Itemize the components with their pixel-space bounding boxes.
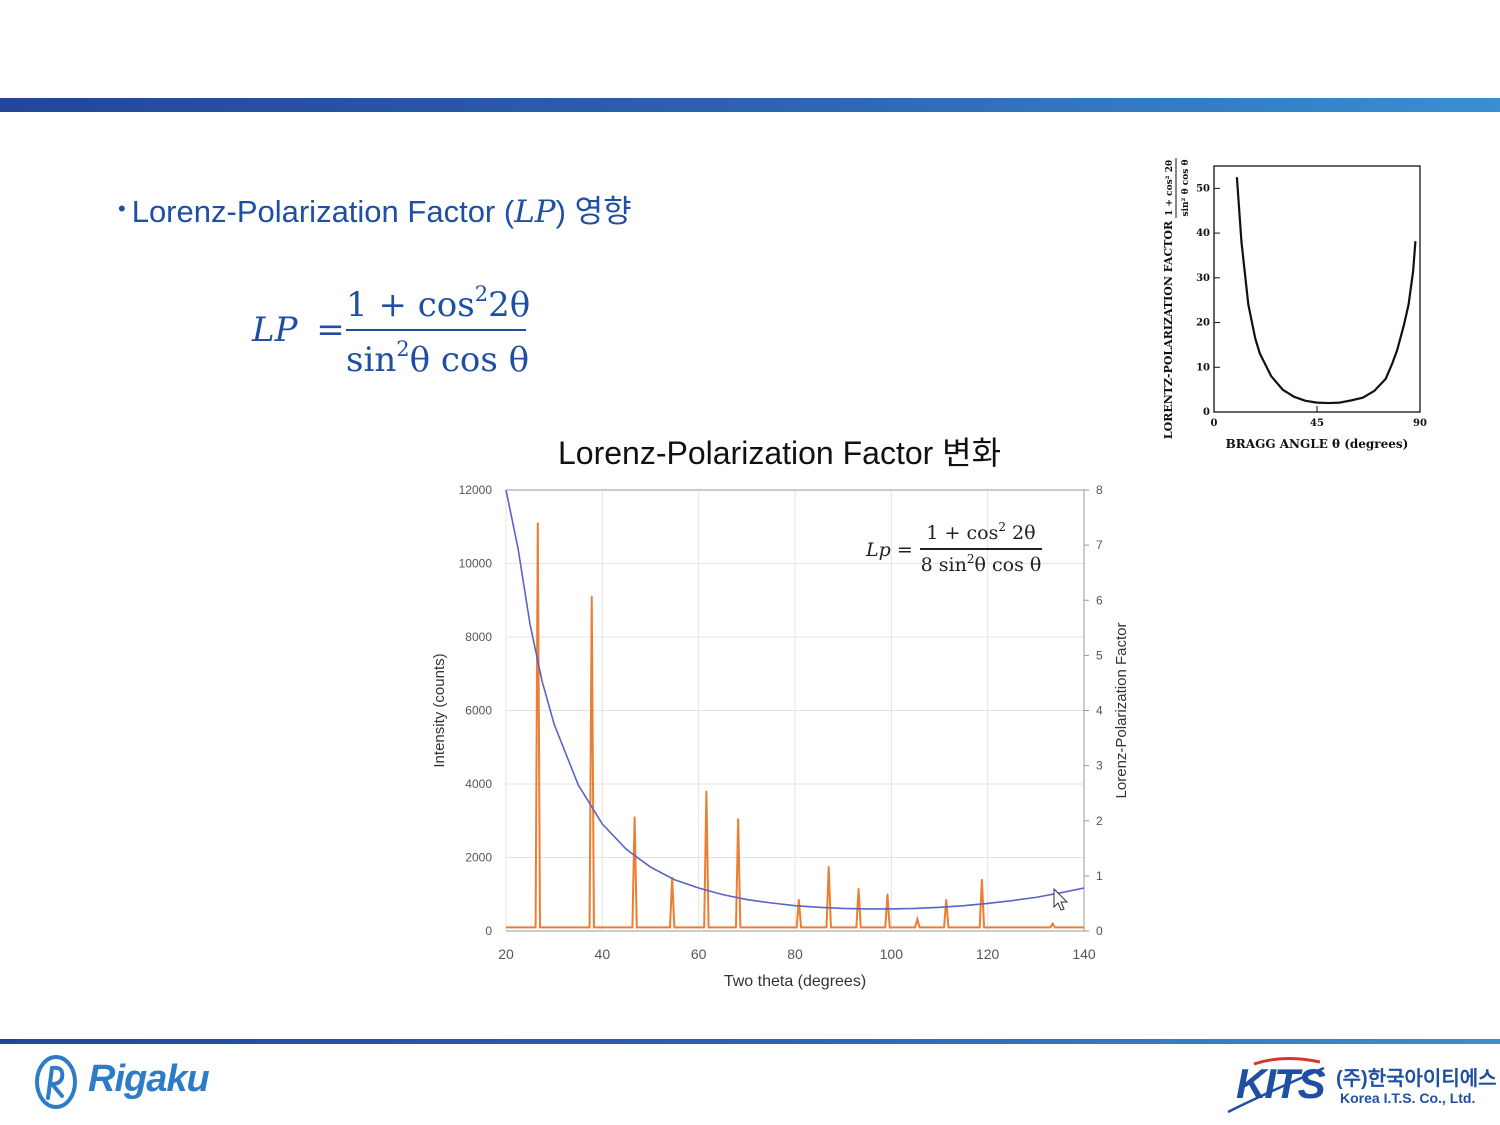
diffraction-peak — [945, 898, 948, 901]
y-tick-label: 0 — [485, 924, 492, 938]
kits-korean-name: (주)한국아이티에스 — [1336, 1068, 1497, 1090]
rigaku-wordmark: Rigaku — [88, 1058, 210, 1100]
top-accent-band — [0, 98, 1500, 112]
formula-numerator: 1 + cos22θ — [346, 282, 531, 325]
kits-wordmark: KITS — [1236, 1060, 1326, 1107]
y2-axis-label: Lorenz-Polarization Factor — [1113, 623, 1130, 799]
rigaku-emblem-icon — [35, 1055, 77, 1109]
mouse-cursor-icon — [1053, 887, 1069, 911]
bullet-dot: • — [118, 196, 126, 221]
y2-tick-label: 5 — [1096, 648, 1103, 662]
y2-tick-label: 2 — [1096, 814, 1103, 828]
kits-swoosh-icon — [1227, 1056, 1325, 1114]
diffraction-peak — [737, 818, 739, 820]
y-tick-label: 6000 — [465, 704, 492, 718]
x-tick-label: 100 — [880, 946, 904, 962]
inset-y-formula-denominator: sin² θ cos θ — [1181, 160, 1191, 217]
x-axis-label: Two theta (degrees) — [724, 973, 866, 990]
diffraction-peak — [705, 790, 708, 793]
inset-x-axis-label: BRAGG ANGLE θ (degrees) — [1226, 437, 1409, 451]
x-tick-label: 80 — [787, 946, 803, 962]
inset-y-tick-label: 20 — [1196, 318, 1210, 329]
diffraction-peak — [798, 898, 800, 901]
diffraction-peak — [633, 816, 636, 818]
x-tick-label: 60 — [691, 946, 707, 962]
inset-x-tick-label: 90 — [1413, 418, 1427, 429]
y2-tick-label: 8 — [1096, 483, 1103, 497]
diffraction-peak — [916, 918, 919, 921]
inset-y-tick-label: 40 — [1196, 228, 1210, 239]
y2-tick-label: 1 — [1096, 869, 1103, 883]
y2-tick-label: 3 — [1096, 759, 1103, 773]
y2-tick-label: 4 — [1096, 704, 1103, 718]
inset-x-tick-label: 45 — [1310, 418, 1324, 429]
inset-y-tick-label: 50 — [1196, 183, 1210, 194]
lp-formula-denominator: 8 sin2θ cos θ — [920, 552, 1042, 576]
x-tick-label: 40 — [595, 946, 611, 962]
x-tick-label: 120 — [976, 946, 1000, 962]
lp-formula-bar — [920, 548, 1042, 550]
bullet-heading: • Lorenz-Polarization Factor (LP) 영향 — [118, 186, 632, 231]
inset-lp-curve — [1235, 177, 1417, 405]
y-axis-label: Intensity (counts) — [431, 653, 448, 767]
y-tick-label: 4000 — [465, 777, 492, 791]
y2-tick-label: 6 — [1096, 593, 1103, 607]
bullet-math: LP — [514, 194, 556, 230]
inset-plot-frame — [1213, 165, 1421, 413]
diffraction-peak — [536, 522, 539, 524]
x-tick-label: 20 — [498, 946, 514, 962]
y2-tick-label: 0 — [1096, 924, 1103, 938]
diffraction-peak — [590, 595, 593, 598]
inset-y-axis-label: LORENTZ-POLARIZATION FACTOR — [1162, 220, 1175, 439]
formula-lhs: LP = — [252, 310, 345, 350]
y-tick-label: 10000 — [459, 557, 493, 571]
chart-title: Lorenz-Polarization Factor 변화 — [558, 435, 1002, 471]
diffraction-peak — [857, 887, 860, 890]
y2-tick-label: 7 — [1096, 538, 1103, 552]
bullet-text: Lorenz-Polarization Factor ( — [131, 194, 515, 229]
y-tick-label: 2000 — [465, 851, 492, 865]
intensity-pattern-line — [506, 523, 1084, 929]
diffraction-peak — [827, 865, 830, 868]
inset-x-tick-label: 0 — [1211, 418, 1218, 429]
lp-factor-curve — [505, 489, 1085, 910]
diffraction-peak — [981, 878, 983, 881]
lp-formula-numerator: 1 + cos2 2θ — [926, 520, 1036, 544]
kits-logo: KITS (주)한국아이티에스 Korea I.T.S. Co., Ltd. — [1224, 1054, 1497, 1116]
formula-fraction-bar — [346, 329, 526, 331]
lp-formula-lhs: Lp = — [866, 539, 913, 561]
x-tick-label: 140 — [1072, 946, 1096, 962]
y-tick-label: 12000 — [459, 483, 493, 497]
formula-denominator: sin2θ cos θ — [346, 337, 530, 380]
rigaku-logo: Rigaku — [34, 1054, 254, 1112]
inset-y-tick-label: 10 — [1196, 362, 1210, 373]
kits-english-name: Korea I.T.S. Co., Ltd. — [1340, 1090, 1476, 1106]
bullet-end: ) 영향 — [555, 194, 632, 229]
diffraction-peak — [886, 893, 889, 896]
inset-y-tick-label: 0 — [1203, 407, 1210, 418]
bottom-accent-band — [0, 1039, 1500, 1044]
inset-y-formula-numerator: 1 + cos² 2θ — [1165, 160, 1175, 216]
y-tick-label: 8000 — [465, 630, 492, 644]
diffraction-peak — [1051, 922, 1054, 925]
inset-y-tick-label: 30 — [1196, 273, 1210, 284]
